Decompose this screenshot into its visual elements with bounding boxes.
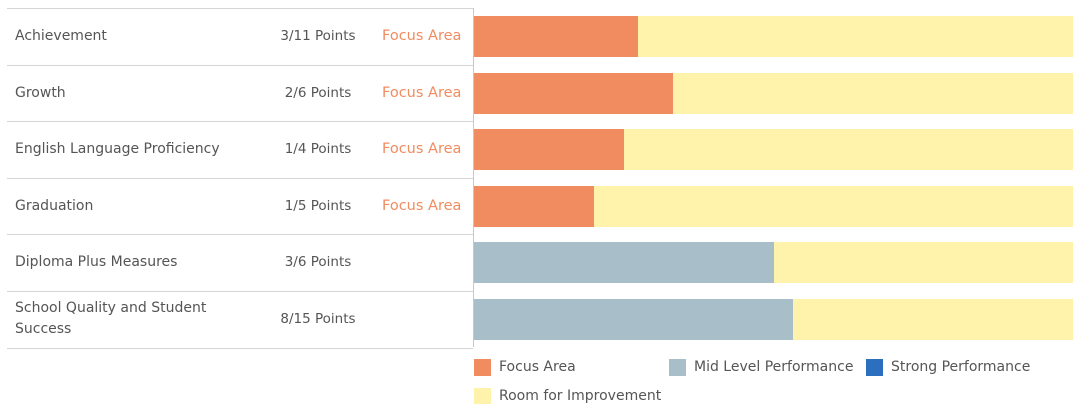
- legend-label: Strong Performance: [891, 359, 1031, 375]
- category-label: Achievement: [15, 27, 107, 44]
- points-label: 8/15 Points: [280, 311, 356, 327]
- bar-segment: [474, 129, 624, 170]
- bar-segment: [623, 129, 1073, 170]
- status-label: Focus Area: [382, 198, 462, 214]
- bar-segment: [593, 186, 1073, 227]
- legend-swatch: [474, 359, 491, 376]
- bar-segment: [637, 16, 1073, 57]
- bar-segment: [474, 299, 794, 340]
- row-line: [7, 178, 473, 179]
- points-label: 3/11 Points: [280, 28, 356, 44]
- category-label: School Quality and Student Success: [15, 300, 207, 337]
- legend-swatch: [866, 359, 883, 376]
- legend-swatch: [474, 388, 491, 404]
- divider: [473, 8, 474, 347]
- bar-segment: [474, 242, 774, 283]
- row-line: [7, 291, 473, 292]
- status-label: Focus Area: [382, 28, 462, 44]
- category-label: Growth: [15, 84, 66, 101]
- legend-label: Mid Level Performance: [694, 359, 854, 375]
- status-label: Focus Area: [382, 141, 462, 157]
- points-label: 3/6 Points: [284, 254, 352, 270]
- category-label: English Language Proficiency: [15, 140, 220, 157]
- category-label: Graduation: [15, 197, 94, 214]
- points-label: 2/6 Points: [284, 85, 352, 101]
- legend-swatch: [669, 359, 686, 376]
- category-label: Diploma Plus Measures: [15, 253, 178, 270]
- bar-segment: [673, 73, 1073, 114]
- row-line: [7, 65, 473, 66]
- points-label: 1/5 Points: [284, 198, 352, 214]
- row-line: [7, 8, 473, 9]
- row-line: [7, 234, 473, 235]
- row-line: [7, 348, 473, 349]
- bar-segment: [474, 16, 638, 57]
- bar-segment: [474, 73, 674, 114]
- bar-segment: [474, 186, 594, 227]
- bar-segment: [773, 242, 1073, 283]
- legend-label: Room for Improvement: [499, 388, 662, 404]
- status-label: Focus Area: [382, 85, 462, 101]
- points-label: 1/4 Points: [284, 141, 352, 157]
- bar-segment: [793, 299, 1073, 340]
- row-line: [7, 121, 473, 122]
- legend-label: Focus Area: [499, 359, 576, 375]
